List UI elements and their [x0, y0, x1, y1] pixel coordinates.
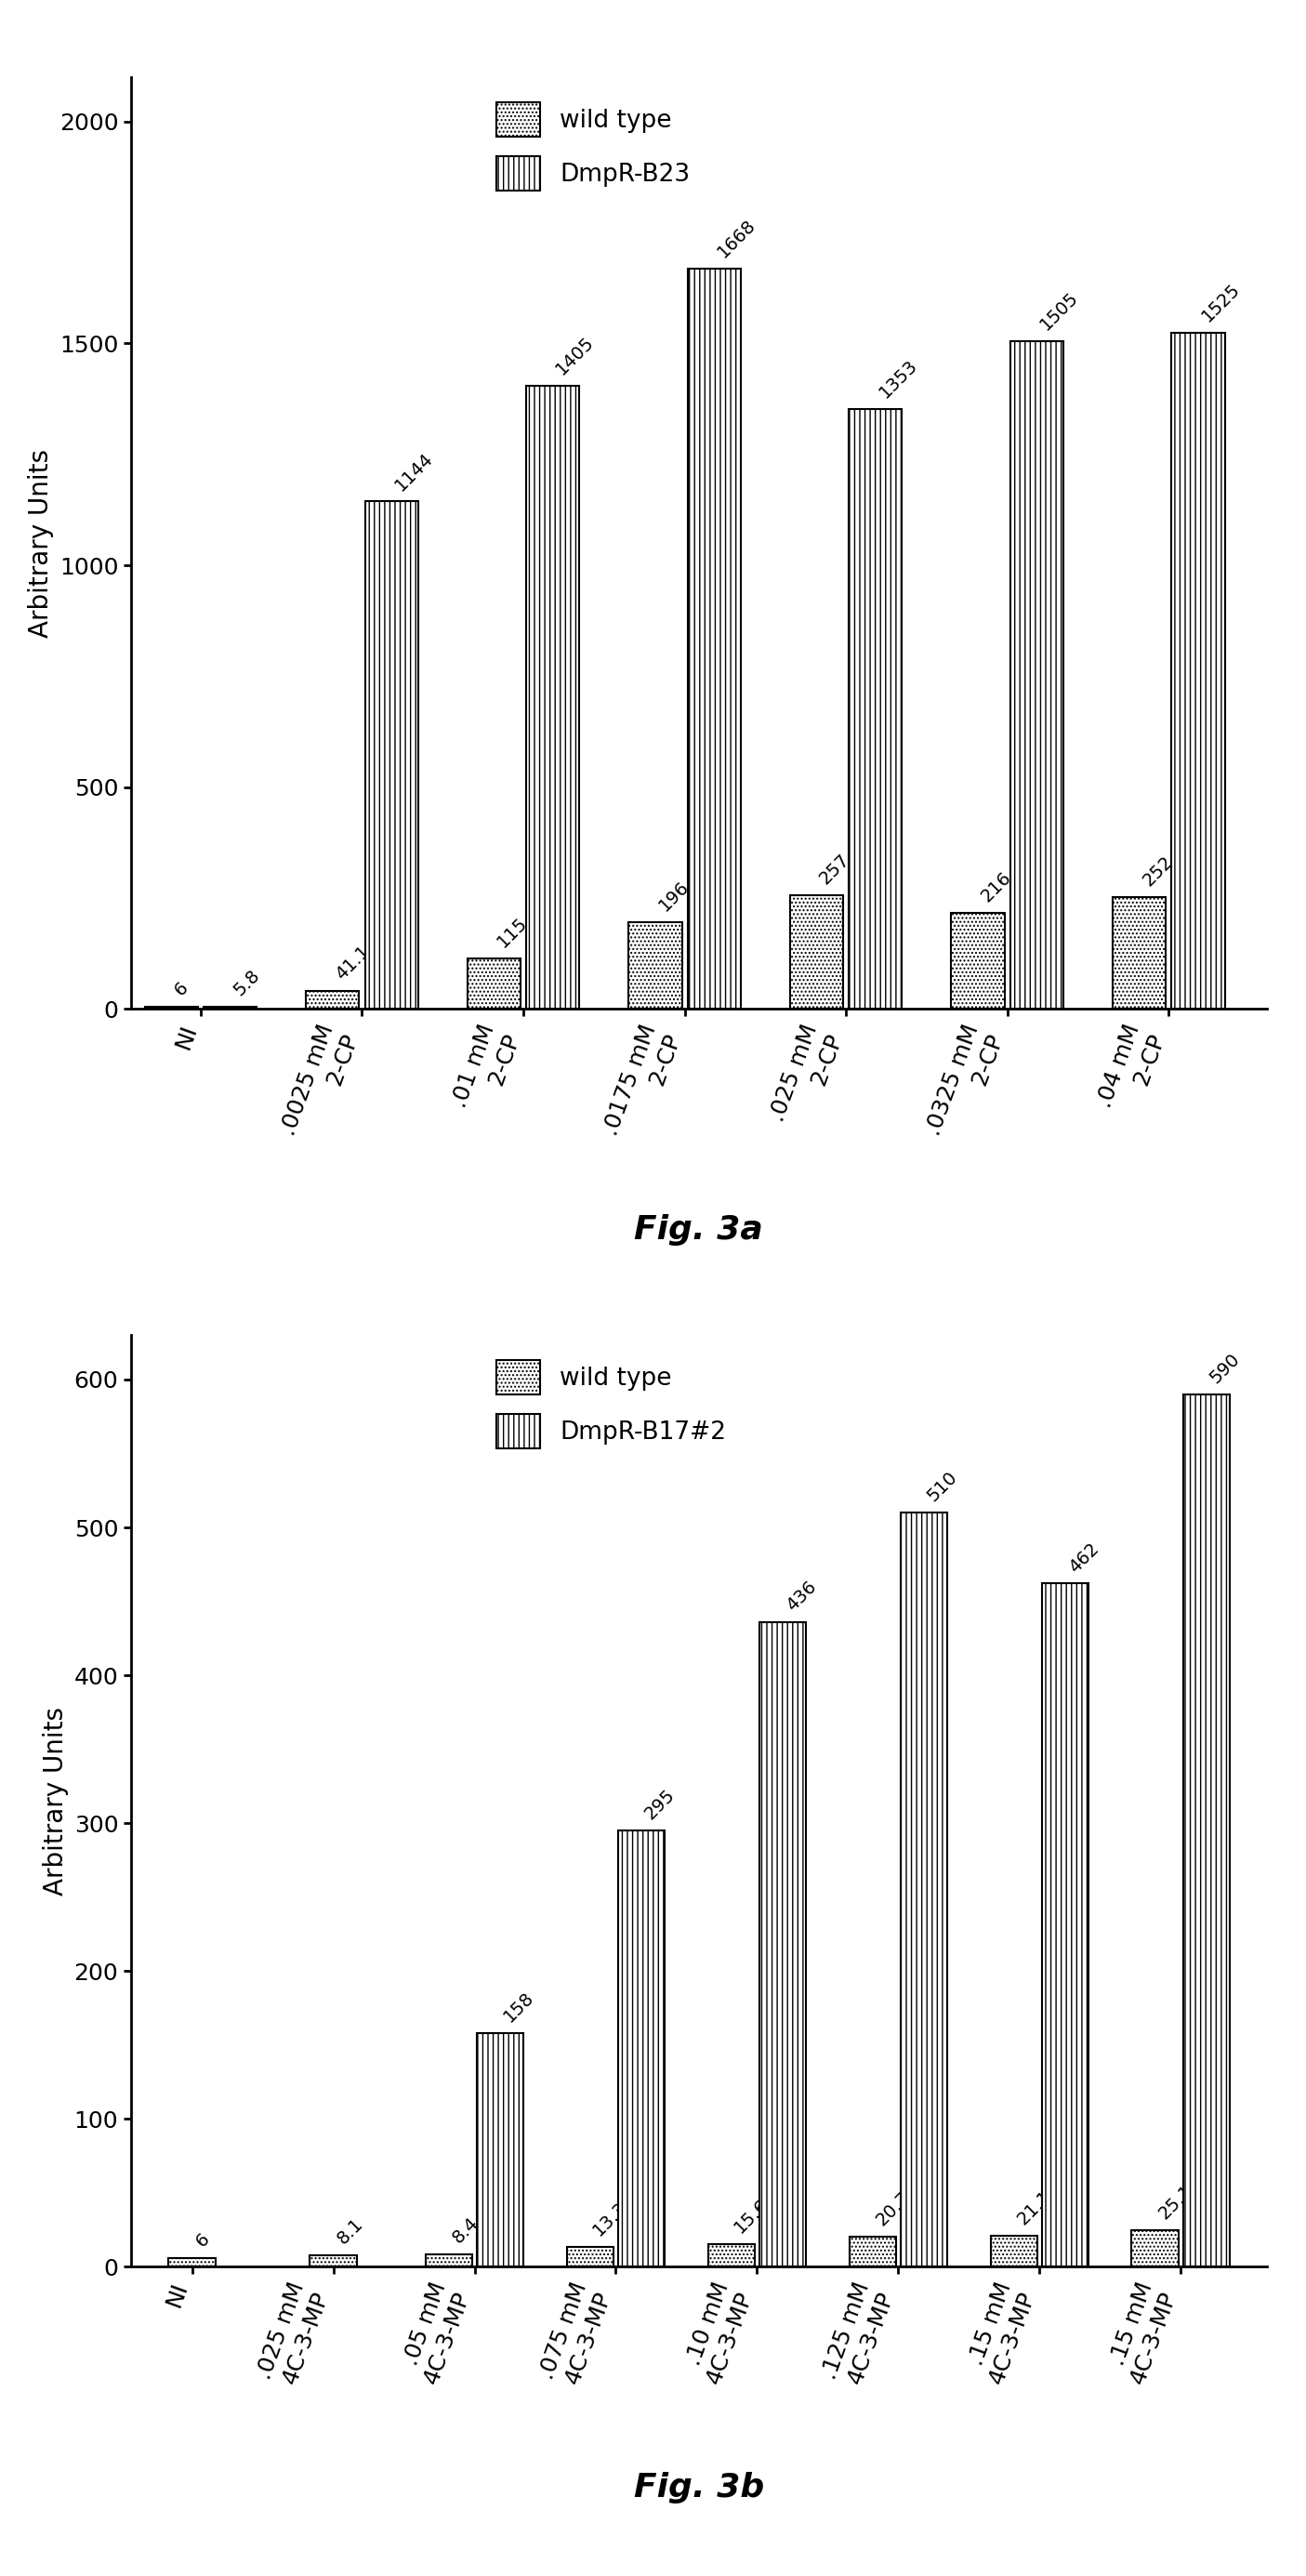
Bar [1132, 2231, 1178, 2267]
Text: 158: 158 [500, 1989, 537, 2025]
Bar [618, 1832, 665, 2267]
Text: 1353: 1353 [875, 355, 921, 402]
Text: Fig. 3b: Fig. 3b [633, 2473, 764, 2504]
Bar [468, 958, 521, 1010]
Text: 8.4: 8.4 [449, 2215, 482, 2246]
Bar [951, 912, 1004, 1010]
Text: 6: 6 [171, 979, 192, 999]
Bar [901, 1512, 947, 2267]
Text: 590: 590 [1207, 1350, 1243, 1386]
Text: 1668: 1668 [714, 216, 759, 263]
Bar [760, 1623, 806, 2267]
Text: 196: 196 [656, 878, 692, 914]
Text: 25.1: 25.1 [1155, 2182, 1196, 2223]
Bar [628, 922, 682, 1010]
Legend: wild type, DmpR-B17#2: wild type, DmpR-B17#2 [483, 1347, 738, 1461]
Text: Fig. 3a: Fig. 3a [635, 1213, 763, 1247]
Bar [310, 2254, 357, 2267]
Bar [708, 2244, 755, 2267]
Y-axis label: Arbitrary Units: Arbitrary Units [27, 448, 54, 636]
Text: 8.1: 8.1 [333, 2215, 366, 2246]
Y-axis label: Arbitrary Units: Arbitrary Units [43, 1708, 69, 1896]
Text: 6: 6 [192, 2231, 213, 2251]
Bar [1042, 1584, 1089, 2267]
Text: 41.1: 41.1 [333, 943, 374, 984]
Bar [1010, 340, 1063, 1010]
Bar [990, 2236, 1037, 2267]
Text: 13.3: 13.3 [590, 2200, 631, 2239]
Text: 216: 216 [978, 868, 1015, 907]
Text: 257: 257 [816, 850, 854, 889]
Text: 252: 252 [1139, 853, 1177, 889]
Text: 1405: 1405 [552, 332, 598, 379]
Text: 462: 462 [1066, 1540, 1102, 1577]
Bar [168, 2259, 215, 2267]
Bar [849, 2236, 896, 2267]
Bar [790, 894, 844, 1010]
Legend: wild type, DmpR-B23: wild type, DmpR-B23 [483, 90, 703, 204]
Text: 20.7: 20.7 [872, 2187, 913, 2228]
Bar [426, 2254, 471, 2267]
Bar [526, 386, 580, 1010]
Bar [1113, 896, 1166, 1010]
Text: 436: 436 [782, 1577, 820, 1615]
Text: 1505: 1505 [1037, 289, 1081, 335]
Bar [145, 1007, 199, 1010]
Text: 295: 295 [641, 1785, 679, 1824]
Bar [1183, 1394, 1230, 2267]
Text: 1144: 1144 [392, 448, 436, 495]
Text: 21.1: 21.1 [1013, 2187, 1055, 2228]
Text: 1525: 1525 [1198, 281, 1243, 325]
Bar [306, 992, 359, 1010]
Text: 115: 115 [494, 914, 530, 951]
Bar [1171, 332, 1225, 1010]
Text: 5.8: 5.8 [230, 966, 263, 999]
Bar [567, 2246, 614, 2267]
Bar [477, 2032, 524, 2267]
Text: 15.6: 15.6 [731, 2195, 772, 2236]
Text: 510: 510 [925, 1468, 961, 1504]
Bar [364, 502, 418, 1010]
Bar [687, 268, 741, 1010]
Bar [849, 410, 902, 1010]
